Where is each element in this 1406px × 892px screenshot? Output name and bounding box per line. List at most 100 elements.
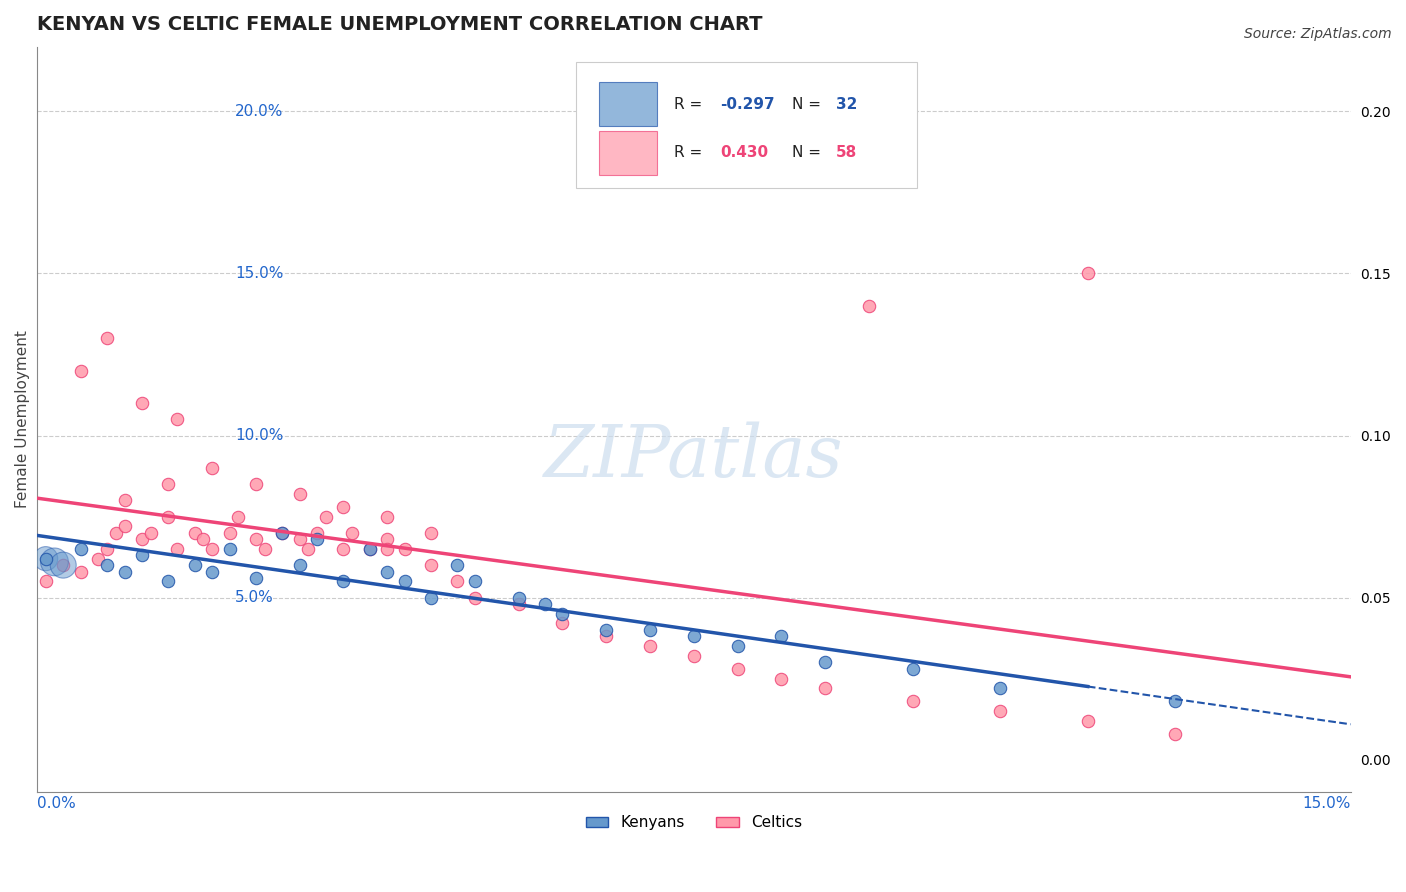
Celtics: [342, 525, 364, 540]
Text: -0.297: -0.297: [720, 97, 775, 112]
Celtics: [446, 574, 468, 589]
Text: 32: 32: [835, 97, 858, 112]
Celtics: [814, 681, 837, 696]
Celtics: [332, 541, 354, 556]
Text: 15.0%: 15.0%: [1302, 796, 1351, 811]
Celtics: [375, 509, 398, 524]
Kenyans: [420, 591, 443, 605]
Kenyans: [1164, 694, 1187, 708]
Kenyans: [332, 574, 354, 589]
Kenyans: [245, 571, 267, 585]
Text: KENYAN VS CELTIC FEMALE UNEMPLOYMENT CORRELATION CHART: KENYAN VS CELTIC FEMALE UNEMPLOYMENT COR…: [37, 15, 762, 34]
Text: N =: N =: [792, 97, 827, 112]
Celtics: [87, 551, 110, 566]
Kenyans: [307, 532, 329, 546]
Point: [35, 551, 58, 566]
Kenyans: [394, 574, 416, 589]
Text: 10.0%: 10.0%: [235, 428, 284, 443]
Celtics: [69, 565, 91, 579]
Celtics: [157, 477, 180, 491]
Point: [44, 555, 66, 569]
Kenyans: [464, 574, 486, 589]
Kenyans: [508, 591, 530, 605]
Kenyans: [35, 551, 58, 566]
Kenyans: [534, 597, 557, 611]
Celtics: [375, 541, 398, 556]
FancyBboxPatch shape: [575, 62, 917, 188]
Text: 5.0%: 5.0%: [235, 590, 274, 605]
FancyBboxPatch shape: [599, 82, 657, 127]
Celtics: [420, 558, 443, 573]
Kenyans: [218, 541, 240, 556]
Celtics: [1077, 714, 1099, 728]
Celtics: [228, 509, 250, 524]
Celtics: [139, 525, 162, 540]
Celtics: [770, 672, 793, 686]
Kenyans: [201, 565, 224, 579]
Text: R =: R =: [673, 145, 707, 160]
Text: 0.430: 0.430: [720, 145, 768, 160]
Kenyans: [551, 607, 574, 621]
Celtics: [96, 541, 118, 556]
Kenyans: [69, 541, 91, 556]
Celtics: [35, 574, 58, 589]
Celtics: [288, 532, 311, 546]
Kenyans: [183, 558, 205, 573]
Celtics: [988, 704, 1011, 718]
Celtics: [375, 532, 398, 546]
Celtics: [218, 525, 240, 540]
Celtics: [638, 639, 661, 653]
Celtics: [551, 616, 574, 631]
Celtics: [901, 694, 924, 708]
Kenyans: [157, 574, 180, 589]
Celtics: [104, 525, 127, 540]
Celtics: [394, 541, 416, 556]
Celtics: [166, 541, 188, 556]
Kenyans: [446, 558, 468, 573]
Point: [52, 558, 75, 573]
Celtics: [858, 299, 880, 313]
Celtics: [1077, 267, 1099, 281]
Text: R =: R =: [673, 97, 707, 112]
Celtics: [271, 525, 294, 540]
Kenyans: [682, 629, 704, 643]
Celtics: [166, 412, 188, 426]
Celtics: [307, 525, 329, 540]
Kenyans: [271, 525, 294, 540]
Celtics: [288, 487, 311, 501]
Celtics: [420, 525, 443, 540]
Celtics: [464, 591, 486, 605]
Kenyans: [727, 639, 749, 653]
Celtics: [131, 532, 153, 546]
Text: 0.0%: 0.0%: [37, 796, 76, 811]
Celtics: [315, 509, 337, 524]
Kenyans: [114, 565, 136, 579]
Kenyans: [131, 549, 153, 563]
Text: 15.0%: 15.0%: [235, 266, 284, 281]
Legend: Kenyans, Celtics: Kenyans, Celtics: [579, 809, 808, 837]
Celtics: [245, 477, 267, 491]
Celtics: [52, 558, 75, 573]
Celtics: [253, 541, 276, 556]
Celtics: [183, 525, 205, 540]
Kenyans: [96, 558, 118, 573]
Kenyans: [288, 558, 311, 573]
Kenyans: [359, 541, 381, 556]
Celtics: [131, 396, 153, 410]
Celtics: [193, 532, 215, 546]
Text: 58: 58: [835, 145, 856, 160]
Celtics: [96, 331, 118, 345]
Celtics: [114, 519, 136, 533]
Celtics: [727, 662, 749, 676]
Celtics: [297, 541, 319, 556]
Kenyans: [595, 623, 617, 637]
Celtics: [201, 461, 224, 475]
Celtics: [359, 541, 381, 556]
Celtics: [682, 648, 704, 663]
Celtics: [201, 541, 224, 556]
Kenyans: [988, 681, 1011, 696]
Text: ZIPatlas: ZIPatlas: [544, 421, 844, 491]
Kenyans: [375, 565, 398, 579]
Kenyans: [814, 656, 837, 670]
Celtics: [595, 629, 617, 643]
